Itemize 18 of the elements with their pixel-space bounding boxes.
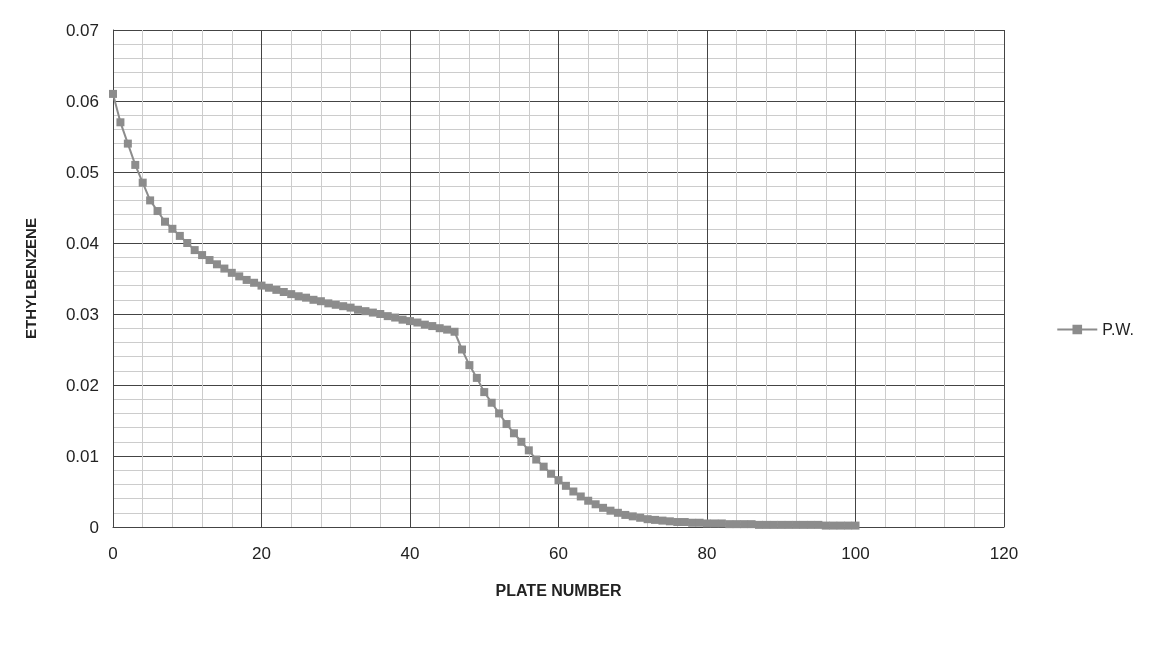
- x-tick-label: 40: [400, 544, 420, 563]
- x-tick-label: 60: [549, 544, 568, 563]
- y-tick-label: 0.07: [65, 20, 99, 40]
- x-tick-label: 80: [697, 544, 717, 563]
- x-tick-label: 120: [989, 544, 1019, 563]
- legend-label: P.W.: [1102, 321, 1134, 338]
- y-tick-label: 0.05: [65, 162, 99, 182]
- x-tick-label: 20: [252, 544, 271, 563]
- y-tick-label: 0.01: [65, 446, 99, 466]
- y-axis-title: ETHYLBENZENE: [22, 218, 39, 339]
- y-tick-label: 0: [89, 517, 99, 537]
- x-tick-label: 100: [841, 544, 870, 563]
- y-tick-label: 0.04: [65, 233, 99, 253]
- y-tick-label: 0.06: [65, 91, 99, 111]
- y-tick-label: 0.03: [65, 304, 99, 324]
- x-tick-label: 0: [108, 544, 118, 563]
- y-tick-label: 0.02: [65, 375, 99, 395]
- x-axis-title: PLATE NUMBER: [495, 581, 622, 599]
